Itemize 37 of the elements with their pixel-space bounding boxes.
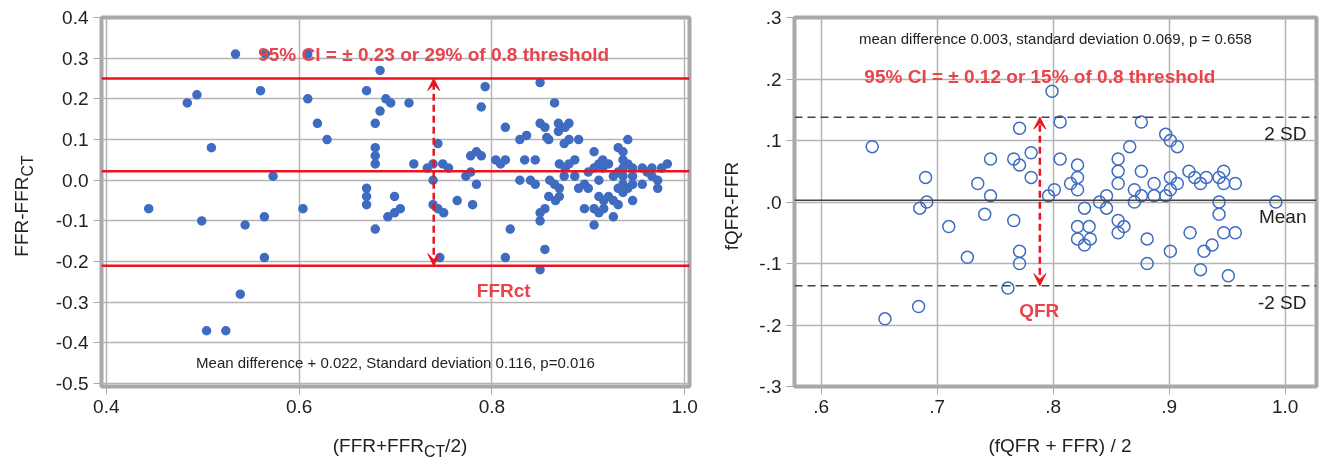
y-tick-label: -0.5 bbox=[55, 373, 89, 395]
y-tick-label: 0.1 bbox=[62, 129, 89, 151]
y-tick-label: 0.3 bbox=[62, 47, 89, 69]
x-tick-label: .8 bbox=[1045, 395, 1062, 417]
y-tick-label: .3 bbox=[765, 7, 782, 28]
x-tick-label: 0.6 bbox=[285, 395, 313, 417]
annotation: FFRct bbox=[476, 279, 532, 301]
y-tick-label: 0.2 bbox=[62, 88, 89, 110]
x-tick-label: .7 bbox=[929, 395, 946, 417]
y-axis-title: fQFR-FFR bbox=[720, 161, 744, 251]
annotation: 95% CI = ± 0.12 or 15% of 0.8 threshold bbox=[864, 66, 1216, 88]
y-tick-label: .1 bbox=[765, 130, 782, 151]
ref-line-label: 2 SD bbox=[1264, 123, 1307, 145]
x-tick-label: 1.0 bbox=[671, 395, 698, 417]
y-tick-label: 0.4 bbox=[62, 7, 89, 28]
annotation: mean difference 0.003, standard deviation 0.069, p = 0.658 bbox=[859, 29, 1252, 47]
y-tick-label: -0.1 bbox=[55, 210, 89, 232]
annotation: Mean difference + 0.022, Standard deviation 0.116, p=0.016 bbox=[196, 353, 595, 371]
x-tick-label: 0.4 bbox=[93, 395, 120, 417]
x-tick-label: .6 bbox=[813, 395, 830, 417]
annotation: QFR bbox=[1019, 299, 1060, 321]
y-tick-label: 0.0 bbox=[62, 169, 89, 191]
y-tick-label: -0.4 bbox=[55, 332, 89, 354]
x-tick-label: 1.0 bbox=[1271, 395, 1299, 417]
y-tick-label: -.1 bbox=[759, 253, 782, 274]
x-axis-title: (FFR+FFR$_{CT}$/2) bbox=[331, 434, 469, 462]
y-tick-label: .2 bbox=[765, 68, 782, 90]
y-tick-label: -.3 bbox=[759, 376, 782, 397]
x-tick-label: 0.8 bbox=[478, 395, 506, 417]
y-tick-label: -0.3 bbox=[55, 291, 89, 313]
y-tick-label: -.2 bbox=[759, 314, 782, 336]
x-tick-label: .9 bbox=[1161, 395, 1178, 417]
y-tick-label: .0 bbox=[765, 191, 782, 213]
ref-line-label: -2 SD bbox=[1257, 291, 1307, 313]
y-tick-label: -0.2 bbox=[55, 251, 89, 273]
ref-line-label: Mean bbox=[1258, 206, 1307, 228]
x-axis-title: (fQFR + FFR) / 2 bbox=[987, 434, 1133, 458]
